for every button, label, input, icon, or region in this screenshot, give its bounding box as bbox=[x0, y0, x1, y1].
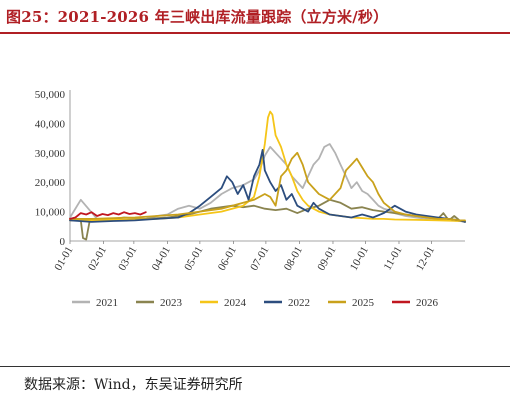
legend-label-2026: 2026 bbox=[416, 297, 439, 309]
y-tick-label: 30,000 bbox=[35, 148, 66, 160]
figure-title: 图25：2021-2026 年三峡出库流量跟踪（立方米/秒） bbox=[6, 8, 389, 26]
legend-label-2023: 2023 bbox=[160, 297, 183, 309]
x-tick-label: 10-01 bbox=[348, 245, 371, 273]
y-tick-label: 0 bbox=[60, 236, 66, 248]
series-line-2024 bbox=[69, 110, 466, 222]
x-tick-label: 07-01 bbox=[248, 245, 271, 273]
x-tick-label: 04-01 bbox=[150, 245, 173, 273]
x-tick-label: 09-01 bbox=[315, 245, 338, 273]
x-axis: 01-01 02-01 03-01 04-01 05-01 06-01 07-01 08-01… bbox=[52, 240, 465, 273]
legend-label-2021: 2021 bbox=[96, 297, 118, 309]
series-line-2025 bbox=[69, 151, 466, 222]
y-axis: 0 10,000 20,000 30,000 40,000 50,000 bbox=[35, 89, 71, 248]
y-tick-label: 10,000 bbox=[35, 207, 66, 219]
y-tick-label: 50,000 bbox=[35, 89, 66, 101]
x-tick-label: 08-01 bbox=[282, 245, 305, 273]
y-tick-label: 40,000 bbox=[35, 118, 66, 130]
legend-label-2025: 2025 bbox=[352, 297, 375, 309]
x-tick-label: 03-01 bbox=[116, 245, 139, 273]
x-tick-label: 11-01 bbox=[382, 245, 405, 273]
x-tick-label: 02-01 bbox=[86, 245, 109, 273]
series-line-2021 bbox=[69, 143, 466, 223]
series-line-2022 bbox=[69, 149, 466, 223]
y-tick-label: 20,000 bbox=[35, 177, 66, 189]
x-tick-label: 06-01 bbox=[216, 244, 239, 272]
source-note: 数据来源：Wind，东吴证券研究所 bbox=[24, 377, 243, 393]
x-tick-label: 01-01 bbox=[52, 245, 75, 273]
line-chart: 0 10,000 20,000 30,000 40,000 50,000 01-01 02-… bbox=[35, 89, 466, 309]
legend: 2021 2023 2024 2022 2025 2026 bbox=[72, 297, 439, 309]
legend-label-2024: 2024 bbox=[224, 297, 247, 309]
series-layer bbox=[69, 110, 466, 241]
x-tick-label: 05-01 bbox=[182, 245, 205, 273]
bottom-rule bbox=[0, 366, 510, 367]
x-tick-label: 12-01 bbox=[414, 245, 437, 273]
legend-label-2022: 2022 bbox=[288, 297, 310, 309]
series-line-2026 bbox=[69, 211, 147, 220]
title-rule bbox=[0, 32, 510, 34]
